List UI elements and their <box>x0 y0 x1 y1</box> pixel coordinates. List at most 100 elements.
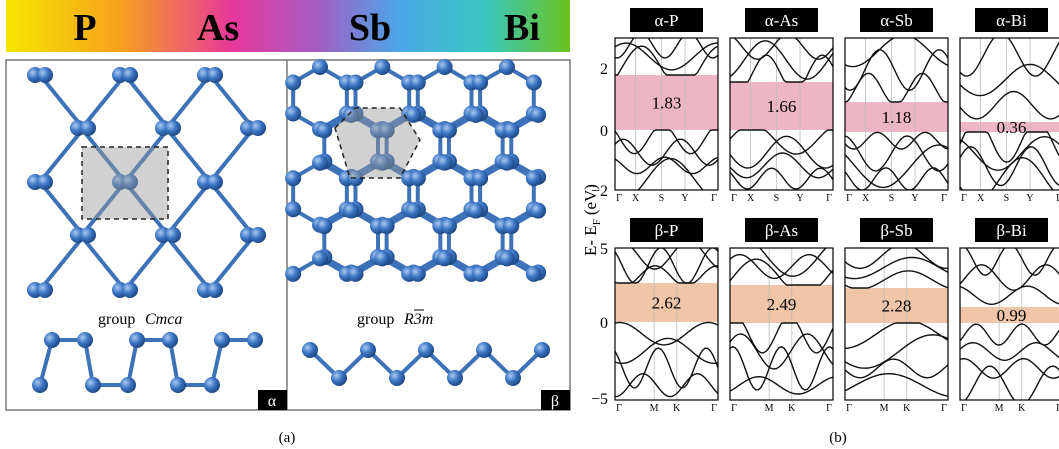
atom <box>316 122 332 138</box>
k-label: X <box>747 193 755 204</box>
band-line <box>845 335 948 368</box>
k-label: Y <box>911 193 918 204</box>
phase-label: α <box>268 393 277 410</box>
group-word: group <box>357 311 394 328</box>
atom <box>499 250 515 266</box>
atom <box>437 155 453 171</box>
atom <box>285 106 301 122</box>
atom <box>347 266 363 282</box>
band-line <box>845 73 948 102</box>
gap-value: 0.99 <box>997 306 1027 325</box>
k-label: Γ <box>961 193 967 204</box>
gap-value: 1.18 <box>882 108 912 127</box>
atom <box>410 170 426 186</box>
gap-value: 1.83 <box>652 94 682 113</box>
atom <box>312 59 328 75</box>
atom <box>526 266 542 282</box>
panel-title: β-Bi <box>996 221 1027 240</box>
k-label: X <box>977 193 985 204</box>
k-label: Γ <box>616 403 622 414</box>
atom <box>122 67 138 83</box>
k-label: M <box>650 403 659 414</box>
atom <box>347 75 363 91</box>
y-tick-label: −5 <box>591 391 608 408</box>
k-label: S <box>774 193 780 204</box>
atom <box>285 170 301 186</box>
atom <box>214 332 230 348</box>
space-group: Cmca <box>145 311 182 328</box>
atom <box>441 218 457 234</box>
atom <box>389 370 405 386</box>
band-line <box>615 323 718 345</box>
atom <box>312 250 328 266</box>
atom <box>534 342 550 358</box>
atom <box>85 377 101 393</box>
y-tick-label: −2 <box>591 183 608 200</box>
k-label: K <box>673 403 681 414</box>
atom <box>437 59 453 75</box>
atom <box>374 59 390 75</box>
gap-value: 0.36 <box>997 118 1027 137</box>
band-line <box>730 377 833 394</box>
atom <box>379 218 395 234</box>
atom <box>499 59 515 75</box>
atom <box>165 227 181 243</box>
k-label: Γ <box>731 403 737 414</box>
atom <box>468 203 484 219</box>
atom <box>312 155 328 171</box>
panel-frame <box>960 38 1059 190</box>
panel-title: α-Sb <box>880 11 913 30</box>
band-line <box>960 244 1059 275</box>
band-line <box>730 136 833 168</box>
k-label: K <box>903 403 911 414</box>
panel-title: β-Sb <box>880 221 912 240</box>
atom <box>331 370 347 386</box>
gap-value: 2.49 <box>767 295 797 314</box>
k-label: Γ <box>826 193 832 204</box>
atom <box>343 203 359 219</box>
band-line <box>845 145 948 187</box>
atom <box>472 266 488 282</box>
atom <box>250 120 266 136</box>
atom <box>472 75 488 91</box>
atom <box>526 170 542 186</box>
band-line <box>615 46 718 75</box>
y-tick-label: 2 <box>600 61 608 78</box>
k-label: Γ <box>846 193 852 204</box>
atom <box>285 75 301 91</box>
atom <box>360 342 376 358</box>
space-group: R3m <box>403 311 433 328</box>
atom <box>437 250 453 266</box>
atom <box>122 282 138 298</box>
band-line <box>960 366 1059 405</box>
atom <box>37 174 53 190</box>
atom <box>499 155 515 171</box>
atom <box>476 342 492 358</box>
panel-title: β-As <box>765 221 798 240</box>
band-line <box>960 359 1059 379</box>
band-line <box>845 323 948 348</box>
band-line <box>615 248 718 283</box>
atom <box>170 377 186 393</box>
atom <box>503 218 519 234</box>
group-word: group <box>98 311 135 328</box>
gap-value: 2.62 <box>652 294 682 313</box>
figure-canvas: P As Sb Bi group Cmca group R3m α β (a) … <box>0 0 1059 449</box>
panel-title: α-Bi <box>996 11 1027 30</box>
atom <box>77 332 93 348</box>
atom <box>316 218 332 234</box>
band-line <box>960 265 1059 290</box>
k-label: X <box>632 193 640 204</box>
caption: (b) <box>829 430 847 446</box>
bands <box>960 33 1059 200</box>
element-label: As <box>197 7 239 49</box>
figure: P As Sb Bi group Cmca group R3m α β (a) … <box>0 0 1059 449</box>
atom <box>405 203 421 219</box>
panel-title: β-P <box>655 221 679 240</box>
k-label: Γ <box>941 193 947 204</box>
k-label: K <box>1018 403 1026 414</box>
phase-label: β <box>551 393 559 410</box>
k-label: Γ <box>846 403 852 414</box>
band-line <box>730 41 833 79</box>
atom <box>129 332 145 348</box>
